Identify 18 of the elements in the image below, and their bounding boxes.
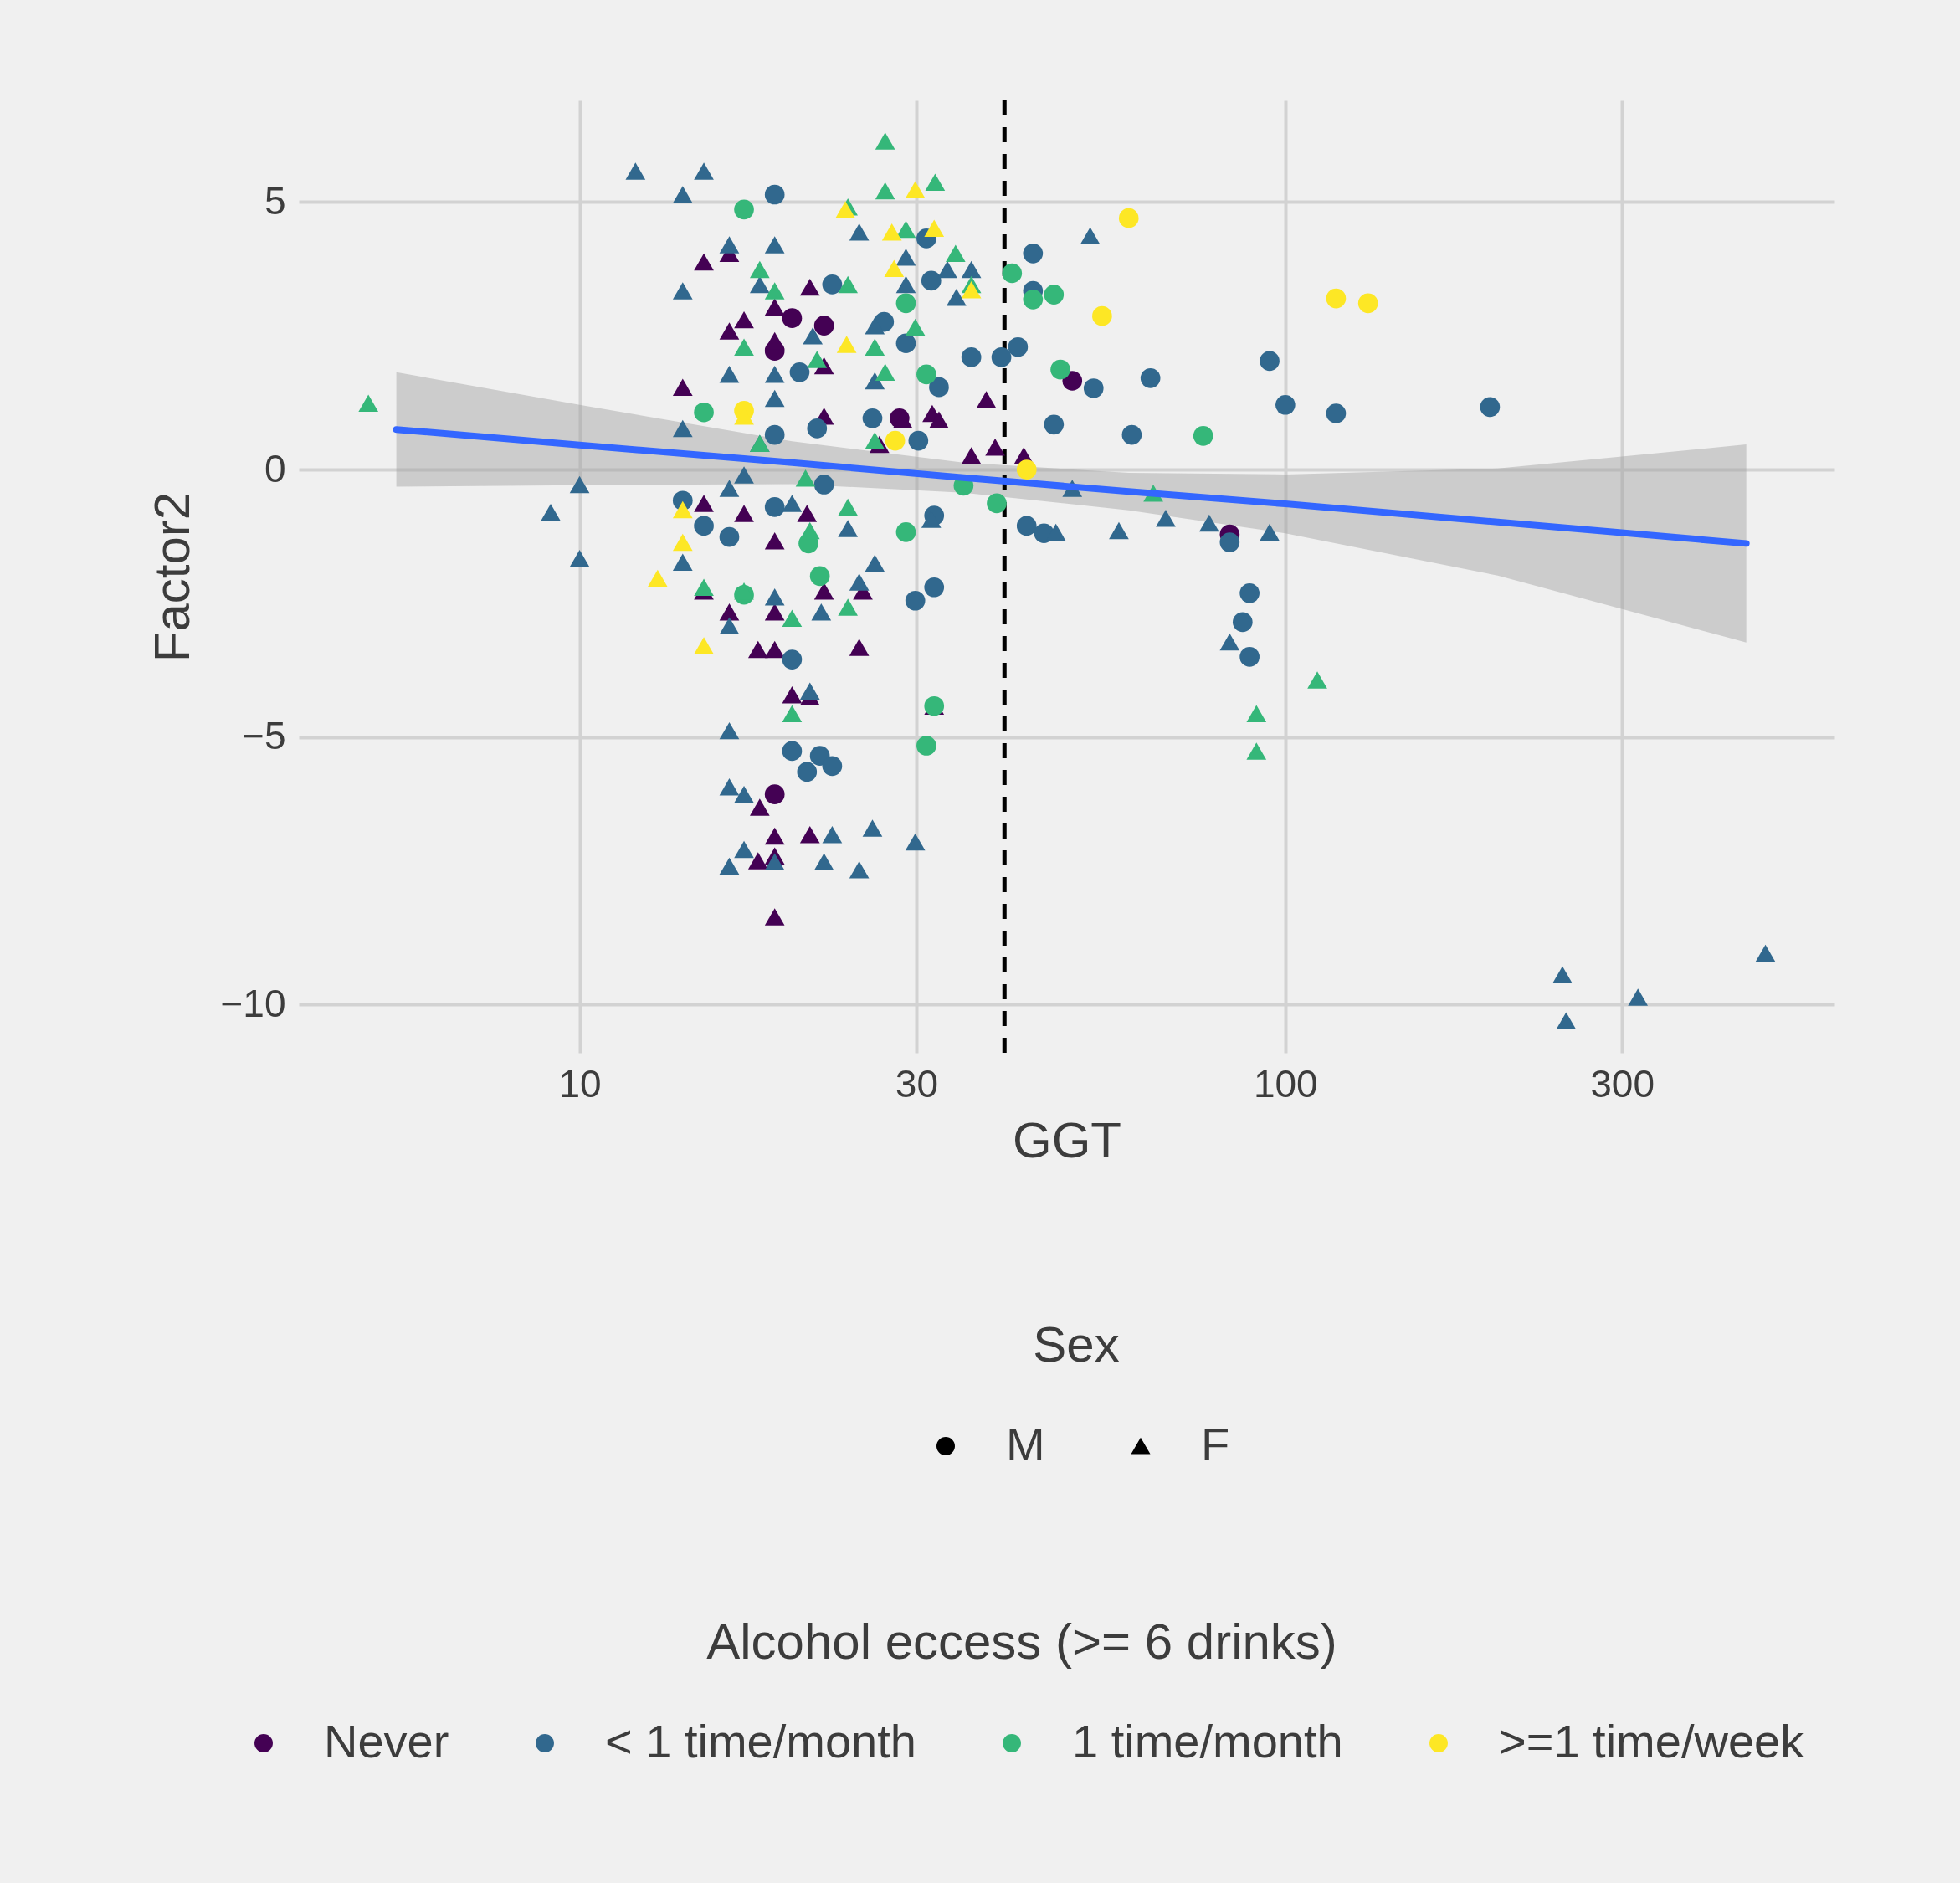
text: M <box>1006 1418 1045 1470</box>
y-tick-label: 5 <box>264 178 286 223</box>
x-tick-label: 10 <box>558 1061 602 1106</box>
legend-label: >=1 time/week <box>1499 1715 1805 1768</box>
x-axis-title: GGT <box>1013 1111 1121 1168</box>
legend-label: < 1 time/month <box>605 1715 916 1768</box>
y-axis-title: Factor2 <box>144 491 201 663</box>
y-tick-label: −10 <box>220 981 286 1025</box>
x-tick-label: 30 <box>895 1061 938 1106</box>
y-tick-label: −5 <box>242 714 286 758</box>
x-tick-label: 300 <box>1590 1061 1655 1106</box>
text: F <box>1201 1418 1230 1470</box>
x-tick-label: 100 <box>1253 1061 1318 1106</box>
legend-label: 1 time/month <box>1072 1715 1343 1768</box>
text: Sex <box>1033 1316 1120 1372</box>
legend-title: Alcohol eccess (>= 6 drinks) <box>706 1614 1337 1670</box>
y-tick-label: 0 <box>264 446 286 490</box>
legend-label: Never <box>324 1715 449 1768</box>
